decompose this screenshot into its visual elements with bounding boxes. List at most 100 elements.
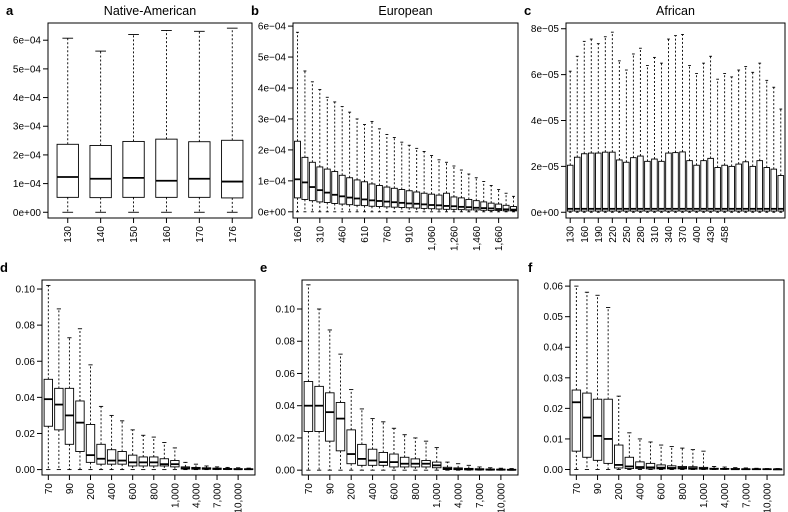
x-tick-label: 90 (325, 483, 336, 495)
box-b-1 (294, 31, 301, 213)
box-iqr (614, 444, 624, 469)
x-tick-label: 458 (720, 226, 731, 243)
box-f-1 (571, 285, 582, 470)
box-iqr (389, 453, 399, 468)
box-c-12 (644, 64, 651, 213)
box-c-10 (630, 53, 637, 213)
x-tick-label: 760 (382, 226, 393, 243)
box-f-4 (603, 307, 613, 470)
y-tick-label: 0.02 (16, 429, 36, 440)
box-b-17 (413, 147, 421, 213)
box-c-9 (623, 69, 630, 213)
plot-frame (292, 22, 519, 219)
y-tick-label: 0.01 (544, 434, 564, 445)
x-tick-label: 160 (580, 226, 591, 243)
box-iqr (566, 164, 574, 212)
box-c-15 (665, 38, 672, 213)
y-tick-label: 0.04 (544, 343, 564, 354)
box-e-20 (506, 468, 517, 471)
box-f-8 (645, 441, 656, 470)
x-tick-label: 910 (405, 226, 416, 243)
box-f-10 (667, 446, 677, 470)
box-e-14 (442, 461, 453, 471)
box-c-16 (672, 35, 679, 213)
x-tick-label: 130 (63, 226, 74, 243)
box-b-29 (502, 192, 510, 213)
box-iqr (735, 163, 742, 212)
x-tick-label: 190 (594, 226, 605, 243)
box-b-21 (443, 161, 450, 213)
x-tick-label: 1,000 (170, 483, 181, 508)
box-iqr (346, 177, 354, 206)
box-c-7 (609, 31, 616, 213)
box-iqr (122, 140, 145, 198)
y-tick-label: 0.10 (276, 305, 296, 316)
box-f-2 (582, 291, 592, 470)
box-e-17 (474, 466, 485, 471)
box-b-23 (457, 169, 465, 213)
box-c-5 (595, 43, 602, 213)
x-tick-label: 1,060 (427, 226, 438, 251)
box-b-7 (338, 106, 346, 213)
x-tick-label: 310 (650, 226, 661, 243)
box-iqr (679, 151, 686, 212)
box-b-8 (346, 111, 354, 213)
panel-a: a Native-American 0e+00 1e−04 2e−04 3e−04 4e−0… (6, 3, 253, 243)
box-iqr (149, 456, 159, 467)
box-iqr (756, 160, 763, 212)
box-c-26 (742, 66, 749, 213)
box-d-19 (233, 467, 243, 471)
box-c-29 (763, 79, 771, 213)
box-d-17 (212, 466, 222, 471)
box-iqr (357, 443, 367, 466)
box-iqr (742, 161, 749, 212)
box-iqr (644, 160, 651, 212)
box-e-10 (399, 434, 410, 471)
box-c-8 (616, 60, 623, 213)
box-iqr (616, 159, 623, 212)
x-tick-label: 4,000 (720, 483, 731, 508)
box-c-21 (707, 55, 714, 213)
box-b-2 (301, 70, 309, 213)
box-f-14 (709, 465, 719, 470)
box-a-6 (221, 27, 244, 213)
box-iqr (325, 392, 335, 442)
panel-letter-a: a (6, 3, 14, 18)
box-iqr (301, 156, 309, 200)
box-f-17 (741, 467, 751, 471)
box-c-4 (588, 38, 595, 213)
x-tick-label: 600 (657, 483, 668, 500)
box-iqr (686, 160, 693, 212)
box-d-10 (138, 434, 148, 471)
box-c-31 (777, 108, 785, 213)
box-iqr (770, 168, 778, 212)
plot-frame (301, 279, 519, 476)
box-iqr (159, 458, 169, 467)
y-tick-label: 4e−04 (13, 93, 42, 104)
box-b-18 (420, 151, 428, 213)
box-c-28 (756, 62, 763, 213)
box-iqr (85, 423, 96, 463)
box-f-16 (730, 467, 740, 471)
box-c-22 (714, 78, 721, 213)
box-iqr (728, 165, 735, 212)
box-iqr (580, 153, 588, 212)
y-tick-label: 0.05 (544, 312, 564, 323)
x-tick-label: 176 (228, 226, 239, 243)
panel-letter-d: d (0, 260, 8, 275)
x-tick-label: 10,000 (763, 483, 774, 512)
box-c-2 (573, 55, 581, 213)
box-iqr (383, 186, 391, 208)
y-tick-label: 6e−04 (13, 36, 42, 47)
box-iqr (335, 402, 346, 452)
box-iqr (43, 378, 53, 427)
box-e-16 (464, 464, 474, 471)
panel-b: b European 0e+00 1e−04 2e−04 3e−04 4e−04 5e−04 6… (251, 3, 519, 251)
y-tick-label: 8e−05 (531, 24, 560, 35)
panel-d: d 0.00 0.02 0.04 0.06 0.08 0.10 70 90 200 400 600 80… (0, 260, 256, 512)
box-iqr (582, 392, 592, 458)
x-tick-label: 400 (635, 483, 646, 500)
x-tick-label: 430 (706, 226, 717, 243)
box-iqr (89, 144, 112, 199)
box-a-1 (56, 37, 79, 213)
